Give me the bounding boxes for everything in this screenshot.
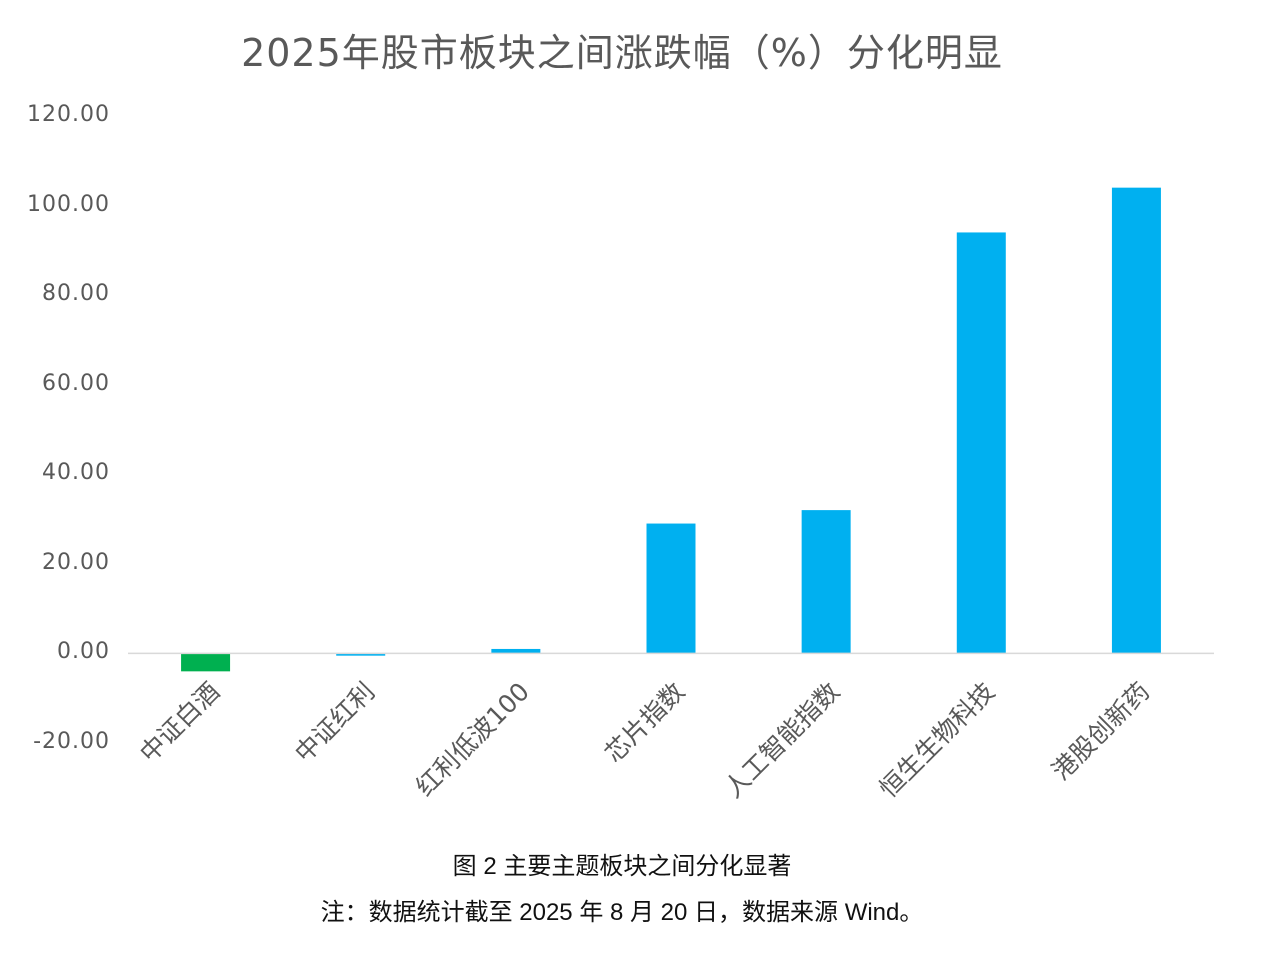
bar-7 bbox=[1111, 187, 1161, 654]
bar-6 bbox=[956, 232, 1006, 654]
figure-caption: 图 2 主要主题板块之间分化显著 bbox=[452, 853, 792, 880]
chart-title: 2025年股市板块之间涨跌幅（%）分化明显 bbox=[241, 31, 1003, 75]
bar-3 bbox=[491, 648, 541, 654]
bar-4 bbox=[646, 523, 696, 654]
y-tick-label: 20.00 bbox=[42, 549, 110, 575]
y-tick-label: 80.00 bbox=[42, 281, 110, 307]
bar-5 bbox=[801, 510, 851, 654]
y-tick-label: 100.00 bbox=[27, 191, 110, 217]
y-tick-label: 120.00 bbox=[27, 102, 110, 127]
source-note: 注：数据统计截至 2025 年 8 月 20 日，数据来源 Wind。 bbox=[320, 899, 924, 926]
y-tick-label: 60.00 bbox=[42, 370, 110, 396]
bar-1 bbox=[181, 653, 231, 672]
y-tick-label: 40.00 bbox=[42, 460, 110, 486]
bar-2 bbox=[336, 653, 386, 656]
y-tick-label: 0.00 bbox=[57, 639, 110, 665]
y-tick-label: -20.00 bbox=[33, 729, 110, 754]
